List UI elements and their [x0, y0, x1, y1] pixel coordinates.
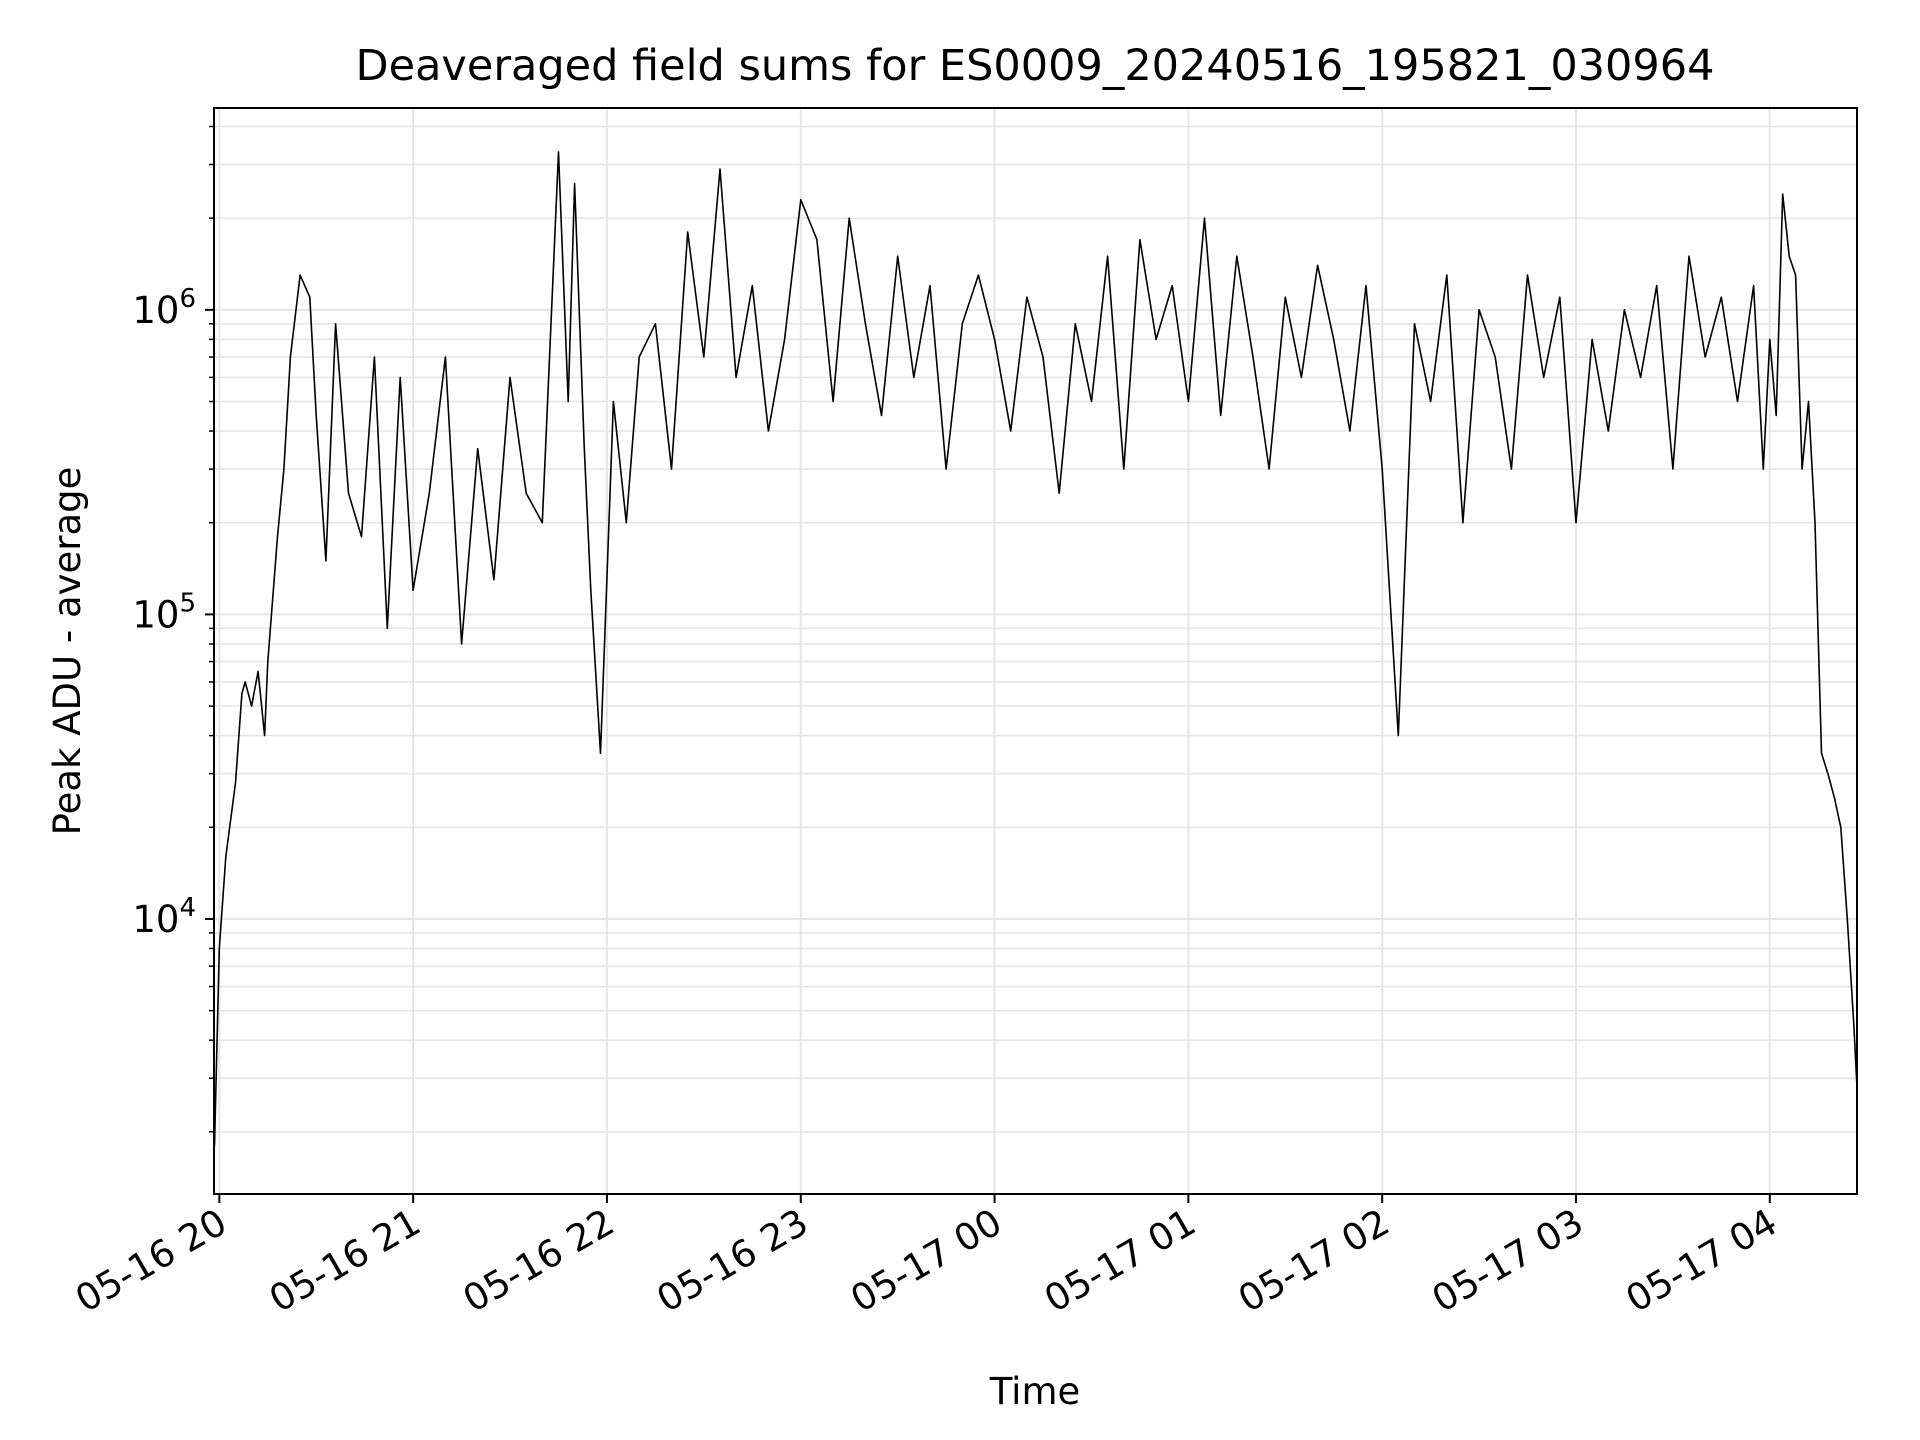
x-axis-label: Time: [989, 1370, 1081, 1413]
plot-frame: [213, 107, 1858, 1195]
y-tick-base: 10: [132, 898, 179, 941]
x-tick-label: 05-16 23: [650, 1201, 816, 1321]
x-tick-label: 05-17 01: [1037, 1201, 1203, 1321]
chart-title: Deaveraged field sums for ES0009_2024051…: [356, 41, 1715, 91]
x-tick-label: 05-17 03: [1425, 1201, 1591, 1321]
y-tick-base: 10: [132, 593, 179, 636]
x-tick-label: 05-17 00: [843, 1201, 1009, 1321]
series-line: [213, 151, 1858, 1146]
x-axis: 05-16 20 05-16 21 05-16 22 05-16 23 05-17 00…: [68, 1194, 1784, 1321]
grid: [214, 108, 1857, 1194]
y-tick-base: 10: [132, 289, 179, 332]
y-tick-label: 105: [132, 588, 196, 636]
y-tick-exponent: 4: [179, 893, 196, 923]
y-tick-label: 106: [132, 284, 196, 332]
y-axis-label: Peak ADU - average: [46, 467, 89, 836]
y-tick-exponent: 6: [179, 284, 196, 314]
y-tick-label: 104: [132, 893, 196, 941]
x-tick-label: 05-16 20: [68, 1201, 234, 1321]
x-tick-label: 05-16 22: [456, 1201, 622, 1321]
series-line-0: [213, 151, 1858, 1146]
x-tick-label: 05-16 21: [262, 1201, 428, 1321]
x-tick-label: 05-17 02: [1231, 1201, 1397, 1321]
y-tick-exponent: 5: [179, 588, 196, 618]
x-tick-label: 05-17 04: [1619, 1201, 1785, 1321]
